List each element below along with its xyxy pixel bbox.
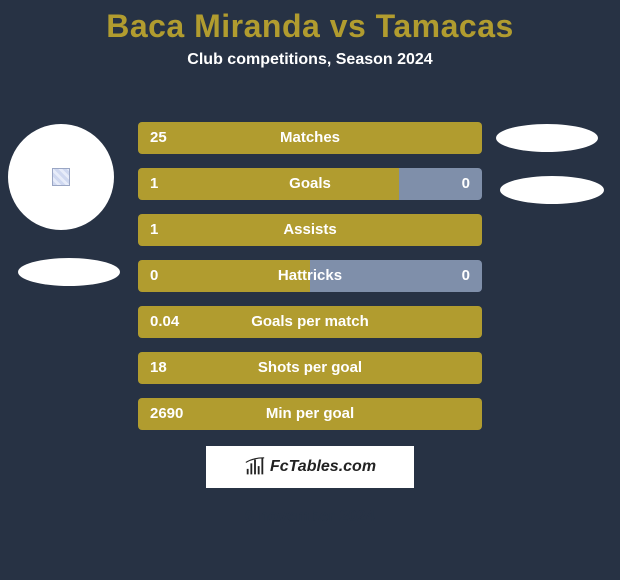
watermark: FcTables.com <box>206 446 414 488</box>
player-left-shadow <box>18 258 120 286</box>
stat-row: Assists1 <box>138 214 482 246</box>
stat-value-left: 1 <box>150 214 158 246</box>
player-left-avatar <box>8 124 114 230</box>
stat-row: Shots per goal18 <box>138 352 482 384</box>
stat-label: Matches <box>138 122 482 154</box>
bar-chart-icon <box>244 456 266 478</box>
stat-value-left: 18 <box>150 352 167 384</box>
image-placeholder-icon <box>52 168 70 186</box>
stat-label: Shots per goal <box>138 352 482 384</box>
subtitle: Club competitions, Season 2024 <box>0 51 620 69</box>
player-right-shadow-2 <box>500 176 604 204</box>
stat-row: Goals per match0.04 <box>138 306 482 338</box>
stat-row: Min per goal2690 <box>138 398 482 430</box>
comparison-card: Baca Miranda vs Tamacas Club competition… <box>0 0 620 580</box>
stat-label: Hattricks <box>138 260 482 292</box>
stat-row: Goals1 0 <box>138 168 482 200</box>
stat-value-left: 25 <box>150 122 167 154</box>
page-title: Baca Miranda vs Tamacas <box>0 0 620 45</box>
player-right-shadow-1 <box>496 124 598 152</box>
stat-value-left: 0 <box>150 260 158 292</box>
stat-label: Min per goal <box>138 398 482 430</box>
stat-value-left: 1 <box>150 168 158 200</box>
stat-value-right: 0 <box>462 168 470 200</box>
stat-row: Matches25 <box>138 122 482 154</box>
stat-rows: Matches25Goals10Assists1Hattricks00Goals… <box>138 122 482 444</box>
stat-label: Assists <box>138 214 482 246</box>
watermark-text: FcTables.com <box>270 458 376 476</box>
stat-value-right: 0 <box>462 260 470 292</box>
stat-label: Goals per match <box>138 306 482 338</box>
stat-label: Goals <box>138 168 482 200</box>
stat-row: Hattricks0 0 <box>138 260 482 292</box>
stat-value-left: 0.04 <box>150 306 179 338</box>
stat-value-left: 2690 <box>150 398 183 430</box>
date: 6 november 2024 <box>0 508 620 526</box>
